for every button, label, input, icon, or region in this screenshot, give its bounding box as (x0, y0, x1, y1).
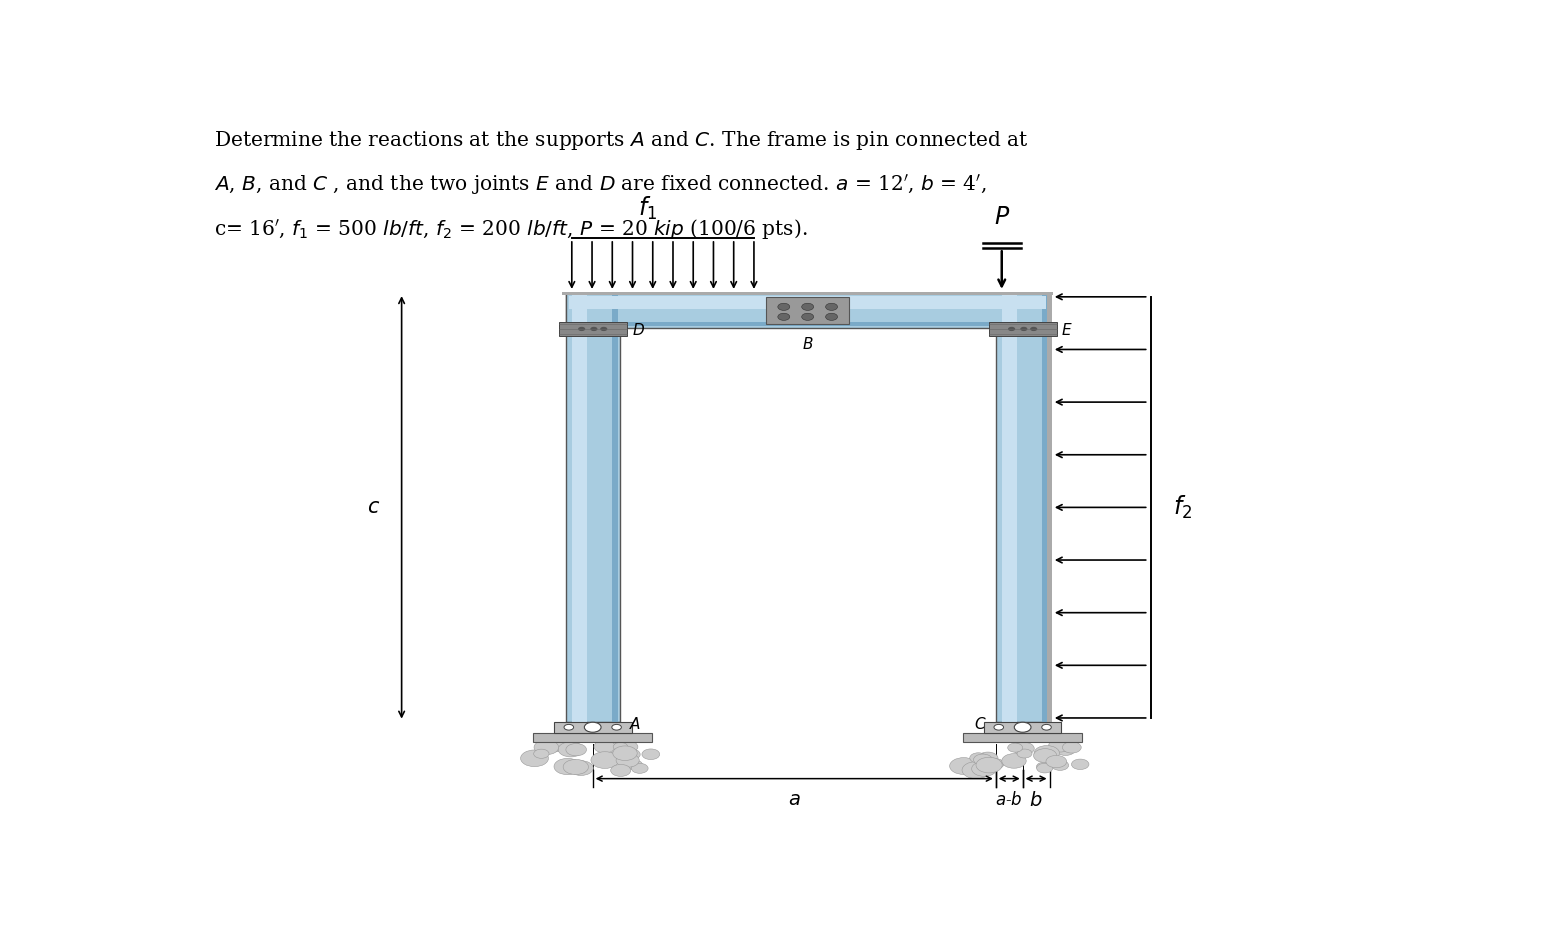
Text: $D$: $D$ (632, 323, 644, 338)
Circle shape (994, 724, 1003, 730)
Circle shape (1071, 759, 1089, 769)
Text: $b$: $b$ (1029, 792, 1043, 810)
Circle shape (1008, 327, 1016, 331)
Circle shape (801, 313, 814, 321)
Circle shape (1034, 745, 1059, 761)
Text: $f_1$: $f_1$ (638, 195, 658, 222)
Bar (572, 293, 587, 721)
Bar (562, 292, 1053, 295)
Circle shape (558, 742, 584, 757)
Circle shape (1037, 762, 1051, 771)
Circle shape (1034, 749, 1057, 763)
Bar (1048, 292, 1053, 721)
Circle shape (1051, 760, 1068, 770)
Circle shape (610, 765, 630, 777)
Circle shape (590, 327, 598, 331)
Circle shape (599, 327, 607, 331)
Circle shape (544, 740, 566, 752)
Circle shape (627, 760, 643, 769)
Circle shape (778, 313, 789, 321)
Circle shape (613, 743, 627, 751)
Circle shape (590, 752, 619, 768)
Circle shape (975, 757, 1002, 773)
Circle shape (826, 303, 838, 311)
Circle shape (555, 758, 581, 775)
Circle shape (566, 743, 587, 756)
Bar (1042, 293, 1048, 721)
Circle shape (621, 749, 640, 760)
Circle shape (584, 722, 601, 732)
Text: $E$: $E$ (1062, 323, 1073, 338)
Circle shape (986, 758, 1005, 769)
Circle shape (1014, 722, 1031, 732)
Circle shape (643, 749, 660, 759)
Circle shape (972, 761, 997, 776)
Text: $A$, $B$, and $C$ , and the two joints $E$ and $D$ are fixed connected. $a$ = 12: $A$, $B$, and $C$ , and the two joints $… (214, 173, 986, 197)
Circle shape (801, 303, 814, 311)
Circle shape (1008, 743, 1023, 752)
Circle shape (521, 750, 549, 767)
Circle shape (826, 313, 838, 321)
Circle shape (618, 741, 638, 753)
Bar (1002, 293, 1017, 721)
Text: $B$: $B$ (801, 337, 814, 352)
Circle shape (962, 762, 991, 779)
Circle shape (632, 763, 649, 773)
Bar (566, 293, 619, 721)
Circle shape (949, 757, 977, 774)
Circle shape (1017, 749, 1032, 758)
Circle shape (562, 759, 589, 775)
Bar (533, 733, 652, 742)
Text: $C$: $C$ (974, 716, 986, 731)
Bar (766, 297, 849, 324)
Text: Determine the reactions at the supports $A$ and $C$. The frame is pin connected : Determine the reactions at the supports … (214, 129, 1028, 152)
Bar (963, 733, 1082, 742)
Circle shape (1056, 744, 1076, 756)
Bar (553, 721, 632, 733)
Circle shape (1042, 724, 1051, 730)
Circle shape (616, 754, 640, 768)
Circle shape (612, 724, 621, 730)
Text: $a$: $a$ (787, 792, 801, 809)
Circle shape (601, 741, 616, 751)
Circle shape (613, 746, 638, 760)
Bar (612, 293, 618, 721)
Circle shape (969, 753, 986, 763)
Circle shape (1037, 763, 1053, 773)
Circle shape (564, 724, 573, 730)
Circle shape (609, 750, 630, 763)
Circle shape (1020, 327, 1028, 331)
Bar (983, 721, 1062, 733)
Bar (570, 322, 1046, 326)
Circle shape (1046, 756, 1066, 768)
Bar (995, 293, 1049, 721)
Text: $f_2$: $f_2$ (1173, 494, 1191, 521)
Text: $A$: $A$ (629, 716, 641, 731)
Circle shape (569, 761, 593, 776)
Bar (559, 322, 627, 337)
Text: $a$-$b$: $a$-$b$ (995, 792, 1023, 809)
Text: $P$: $P$ (994, 206, 1009, 229)
Bar (570, 296, 1046, 309)
Circle shape (535, 740, 558, 755)
Text: $c$: $c$ (367, 498, 381, 517)
Bar (989, 322, 1057, 337)
Circle shape (1049, 739, 1071, 752)
Circle shape (1029, 327, 1037, 331)
Bar (566, 293, 1049, 327)
Circle shape (1062, 742, 1082, 753)
Circle shape (977, 752, 999, 764)
Circle shape (1002, 754, 1026, 768)
Circle shape (778, 303, 789, 311)
Circle shape (533, 749, 549, 758)
Circle shape (593, 741, 615, 753)
Text: c= 16$'$, $f_1$ = 500 $lb/ft$, $f_2$ = 200 $lb/ft$, $P$ = 20 $kip$ (100/6 pts).: c= 16$'$, $f_1$ = 500 $lb/ft$, $f_2$ = 2… (214, 218, 807, 242)
Circle shape (1012, 743, 1034, 755)
Circle shape (974, 754, 992, 766)
Circle shape (578, 327, 586, 331)
